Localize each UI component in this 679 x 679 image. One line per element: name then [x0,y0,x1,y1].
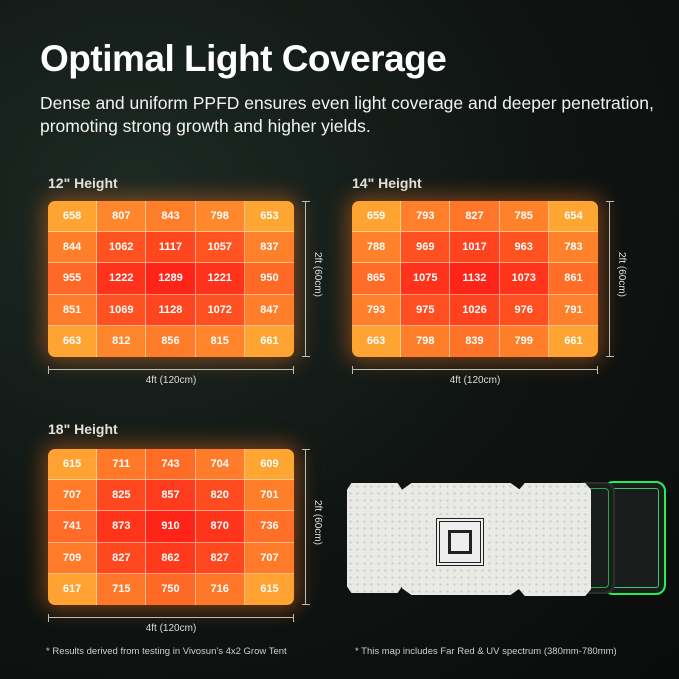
heatmap-cell: 701 [244,480,294,512]
heatmap-cell: 1075 [401,263,451,295]
heatmap-cell: 1026 [450,294,500,326]
width-label: 4ft (120cm) [145,623,197,634]
heatmap-cell: 709 [48,542,98,574]
heatmap-18-title: 18" Height [48,421,118,437]
heatmap-cell: 661 [244,325,294,357]
heatmap-cell: 1062 [97,232,147,264]
heatmap-cell: 736 [244,511,294,543]
heatmap-14-title: 14" Height [352,175,422,191]
heatmap-cell: 715 [97,573,147,605]
heatmap-cell: 873 [97,511,147,543]
heatmap-cell: 791 [548,294,598,326]
width-dimension-line [48,614,294,622]
heatmap-cell: 653 [244,201,294,233]
depth-dimension-line [302,201,310,357]
heatmap-cell: 785 [499,201,549,233]
heatmap-cell: 1069 [97,294,147,326]
page-subtitle: Dense and uniform PPFD ensures even ligh… [40,93,654,136]
heatmap-cell: 661 [548,325,598,357]
heatmap-cell: 807 [97,201,147,233]
width-dimension-line [352,366,598,374]
heatmap-cell: 861 [548,263,598,295]
heatmap-12-title: 12" Height [48,175,118,191]
heatmap-cell: 1057 [195,232,245,264]
heatmap-cell: 1017 [450,232,500,264]
width-label: 4ft (120cm) [449,375,501,386]
heatmap-cell: 743 [146,449,196,481]
heatmap-cell: 788 [352,232,402,264]
heatmap-cell: 615 [244,573,294,605]
heatmap-cell: 658 [48,201,98,233]
heatmap-cell: 844 [48,232,98,264]
heatmap-cell: 793 [401,201,451,233]
heatmap-cell: 870 [195,511,245,543]
heatmap-cell: 711 [97,449,147,481]
heatmap-cell: 1072 [195,294,245,326]
heatmap-cell: 617 [48,573,98,605]
heatmap-cell: 950 [244,263,294,295]
footnote-spectrum: * This map includes Far Red & UV spectru… [355,646,617,657]
heatmap-cell: 707 [244,542,294,574]
heatmap-cell: 609 [244,449,294,481]
heatmap-cell: 963 [499,232,549,264]
heatmap-cell: 851 [48,294,98,326]
width-dimension-line [48,366,294,374]
heatmap-cell: 793 [352,294,402,326]
heatmap-cell: 615 [48,449,98,481]
heatmap-cell: 827 [97,542,147,574]
page-title: Optimal Light Coverage [40,38,447,79]
heatmap-12in: 658 807 843 798 653 844 1062 1117 1057 837 955 1222… [48,201,294,357]
heatmap-cell: 865 [352,263,402,295]
heatmap-cell: 837 [244,232,294,264]
heatmap-cell: 750 [146,573,196,605]
heatmap-cell: 839 [450,325,500,357]
heatmap-cell: 857 [146,480,196,512]
heatmap-cell: 847 [244,294,294,326]
width-label: 4ft (120cm) [145,375,197,386]
heatmap-cell: 654 [548,201,598,233]
heatmap-cell: 799 [499,325,549,357]
heatmap-18in: 615 711 743 704 609 707 825 857 820 701 741 873 910 8… [48,449,294,605]
heatmap-cell: 1289 [146,263,196,295]
heatmap-cell: 1222 [97,263,147,295]
heatmap-cell: 825 [97,480,147,512]
heatmap-cell: 663 [48,325,98,357]
heatmap-cell: 1128 [146,294,196,326]
heatmap-cell: 1117 [146,232,196,264]
depth-dimension-line [606,201,614,357]
depth-label: 2ft (60cm) [312,500,323,546]
heatmap-cell: 820 [195,480,245,512]
heatmap-cell: 1132 [450,263,500,295]
heatmap-cell: 704 [195,449,245,481]
heatmap-cell: 910 [146,511,196,543]
heatmap-cell: 1221 [195,263,245,295]
heatmap-cell: 862 [146,542,196,574]
heatmap-cell: 798 [401,325,451,357]
heatmap-cell: 856 [146,325,196,357]
heatmap-cell: 663 [352,325,402,357]
heatmap-cell: 716 [195,573,245,605]
heatmap-cell: 969 [401,232,451,264]
heatmap-cell: 707 [48,480,98,512]
heatmap-cell: 975 [401,294,451,326]
heatmap-cell: 783 [548,232,598,264]
heatmap-cell: 843 [146,201,196,233]
heatmap-cell: 976 [499,294,549,326]
depth-label: 2ft (60cm) [616,252,627,298]
heatmap-cell: 798 [195,201,245,233]
heatmap-cell: 659 [352,201,402,233]
depth-dimension-line [302,449,310,605]
heatmap-14in: 659 793 827 785 654 788 969 1017 963 783 865 1075 11… [352,201,598,357]
heatmap-cell: 815 [195,325,245,357]
heatmap-cell: 812 [97,325,147,357]
footnote-test-conditions: * Results derived from testing in Vivosu… [46,646,287,657]
heatmap-cell: 955 [48,263,98,295]
heatmap-cell: 1073 [499,263,549,295]
heatmap-cell: 827 [195,542,245,574]
heatmap-cell: 827 [450,201,500,233]
heatmap-cell: 741 [48,511,98,543]
depth-label: 2ft (60cm) [312,252,323,298]
